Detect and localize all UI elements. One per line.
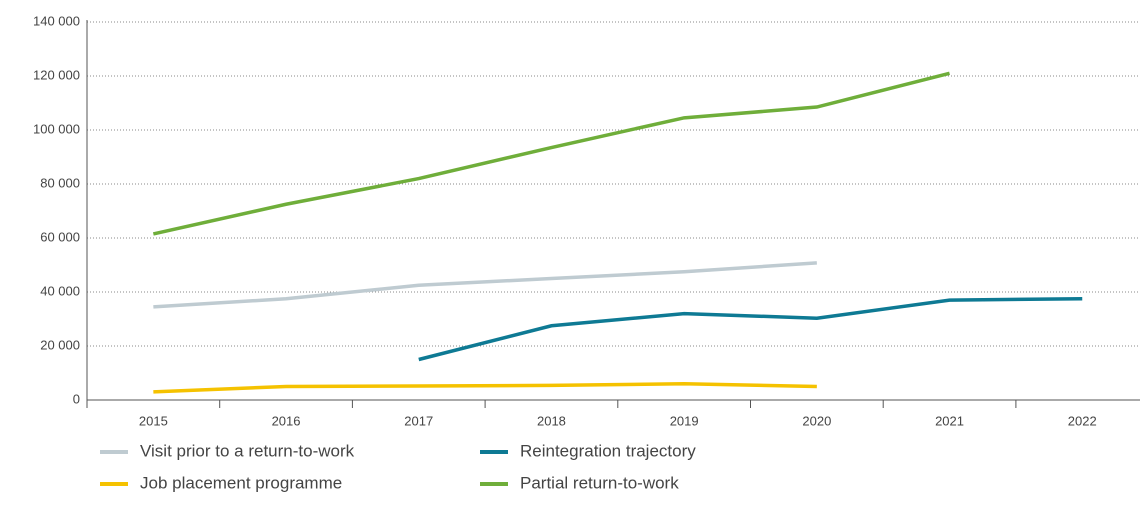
- legend-label: Reintegration trajectory: [520, 441, 696, 460]
- x-tick-label: 2017: [404, 413, 433, 428]
- x-tick-label: 2021: [935, 413, 964, 428]
- y-tick-label: 20 000: [40, 337, 80, 352]
- x-tick-label: 2018: [537, 413, 566, 428]
- series-line: [153, 382, 817, 394]
- x-tick-label: 2022: [1068, 413, 1097, 428]
- series-line: [152, 71, 950, 236]
- series-line: [418, 297, 1083, 362]
- y-tick-label: 140 000: [33, 13, 80, 28]
- y-tick-label: 120 000: [33, 67, 80, 82]
- y-tick-label: 80 000: [40, 175, 80, 190]
- x-tick-label: 2019: [670, 413, 699, 428]
- legend-label: Partial return-to-work: [520, 473, 679, 492]
- legend-label: Visit prior to a return-to-work: [140, 441, 355, 460]
- x-tick-label: 2016: [272, 413, 301, 428]
- legend: Visit prior to a return-to-work Reintegra…: [100, 441, 696, 492]
- x-tick-label: 2015: [139, 413, 168, 428]
- y-tick-label: 0: [73, 391, 80, 406]
- y-tick-label: 60 000: [40, 229, 80, 244]
- y-tick-label: 100 000: [33, 121, 80, 136]
- series-line: [153, 261, 817, 309]
- x-tick-label: 2020: [802, 413, 831, 428]
- y-tick-label: 40 000: [40, 283, 80, 298]
- legend-label: Job placement programme: [140, 473, 342, 492]
